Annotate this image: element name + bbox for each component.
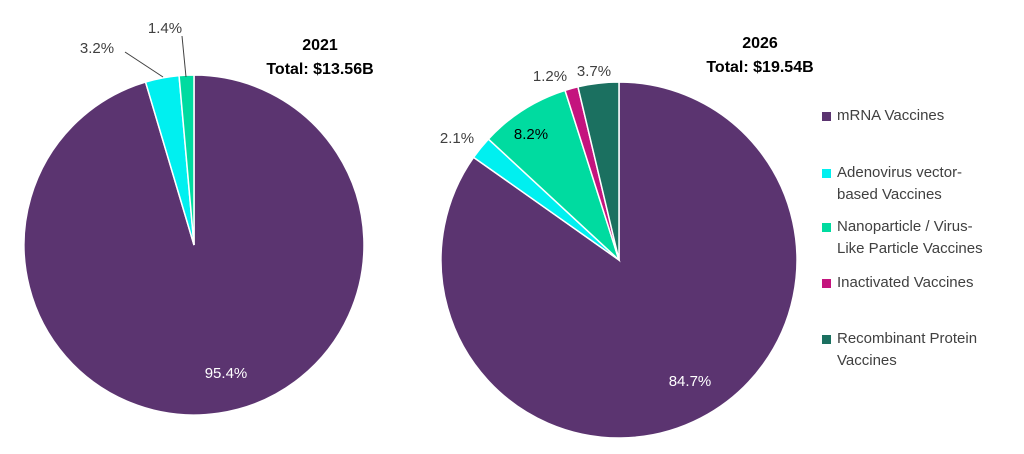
pie-slice [487,89,621,263]
legend-swatch [822,223,831,232]
data-label: 8.2% [514,126,548,143]
data-label: 84.7% [669,373,712,390]
title: 2021 [302,37,338,54]
data-label: 2.1% [440,130,474,147]
data-label: 95.4% [205,365,248,382]
legend-label: mRNA Vaccines [837,107,945,124]
pie-slice [178,74,195,246]
legend-swatch [822,169,831,178]
chart-title-2026: 2026 Total: $19.54B [680,32,840,80]
subtitle: Total: $13.56B [266,61,374,78]
data-label: 3.7% [577,63,611,80]
legend-swatch [822,335,831,344]
legend-swatch [822,112,831,121]
data-label: 1.2% [533,68,567,85]
legend-label: Adenovirus vector-based Vaccines [837,164,963,203]
title: 2026 [742,35,778,52]
legend-label: Inactivated Vaccines [837,274,974,291]
chart-title-2021: 2021 Total: $13.56B [240,34,400,82]
data-label: 1.4% [148,20,182,37]
data-label: 3.2% [80,40,114,57]
leader-line [181,35,187,78]
legend-label: Nanoparticle / Virus- Like Particle Vacci… [837,218,983,257]
legend-swatch [822,279,831,288]
pie-slice [577,81,620,261]
subtitle: Total: $19.54B [706,59,814,76]
leader-line [124,51,164,78]
legend-label: Recombinant Protein Vaccines [837,330,978,369]
